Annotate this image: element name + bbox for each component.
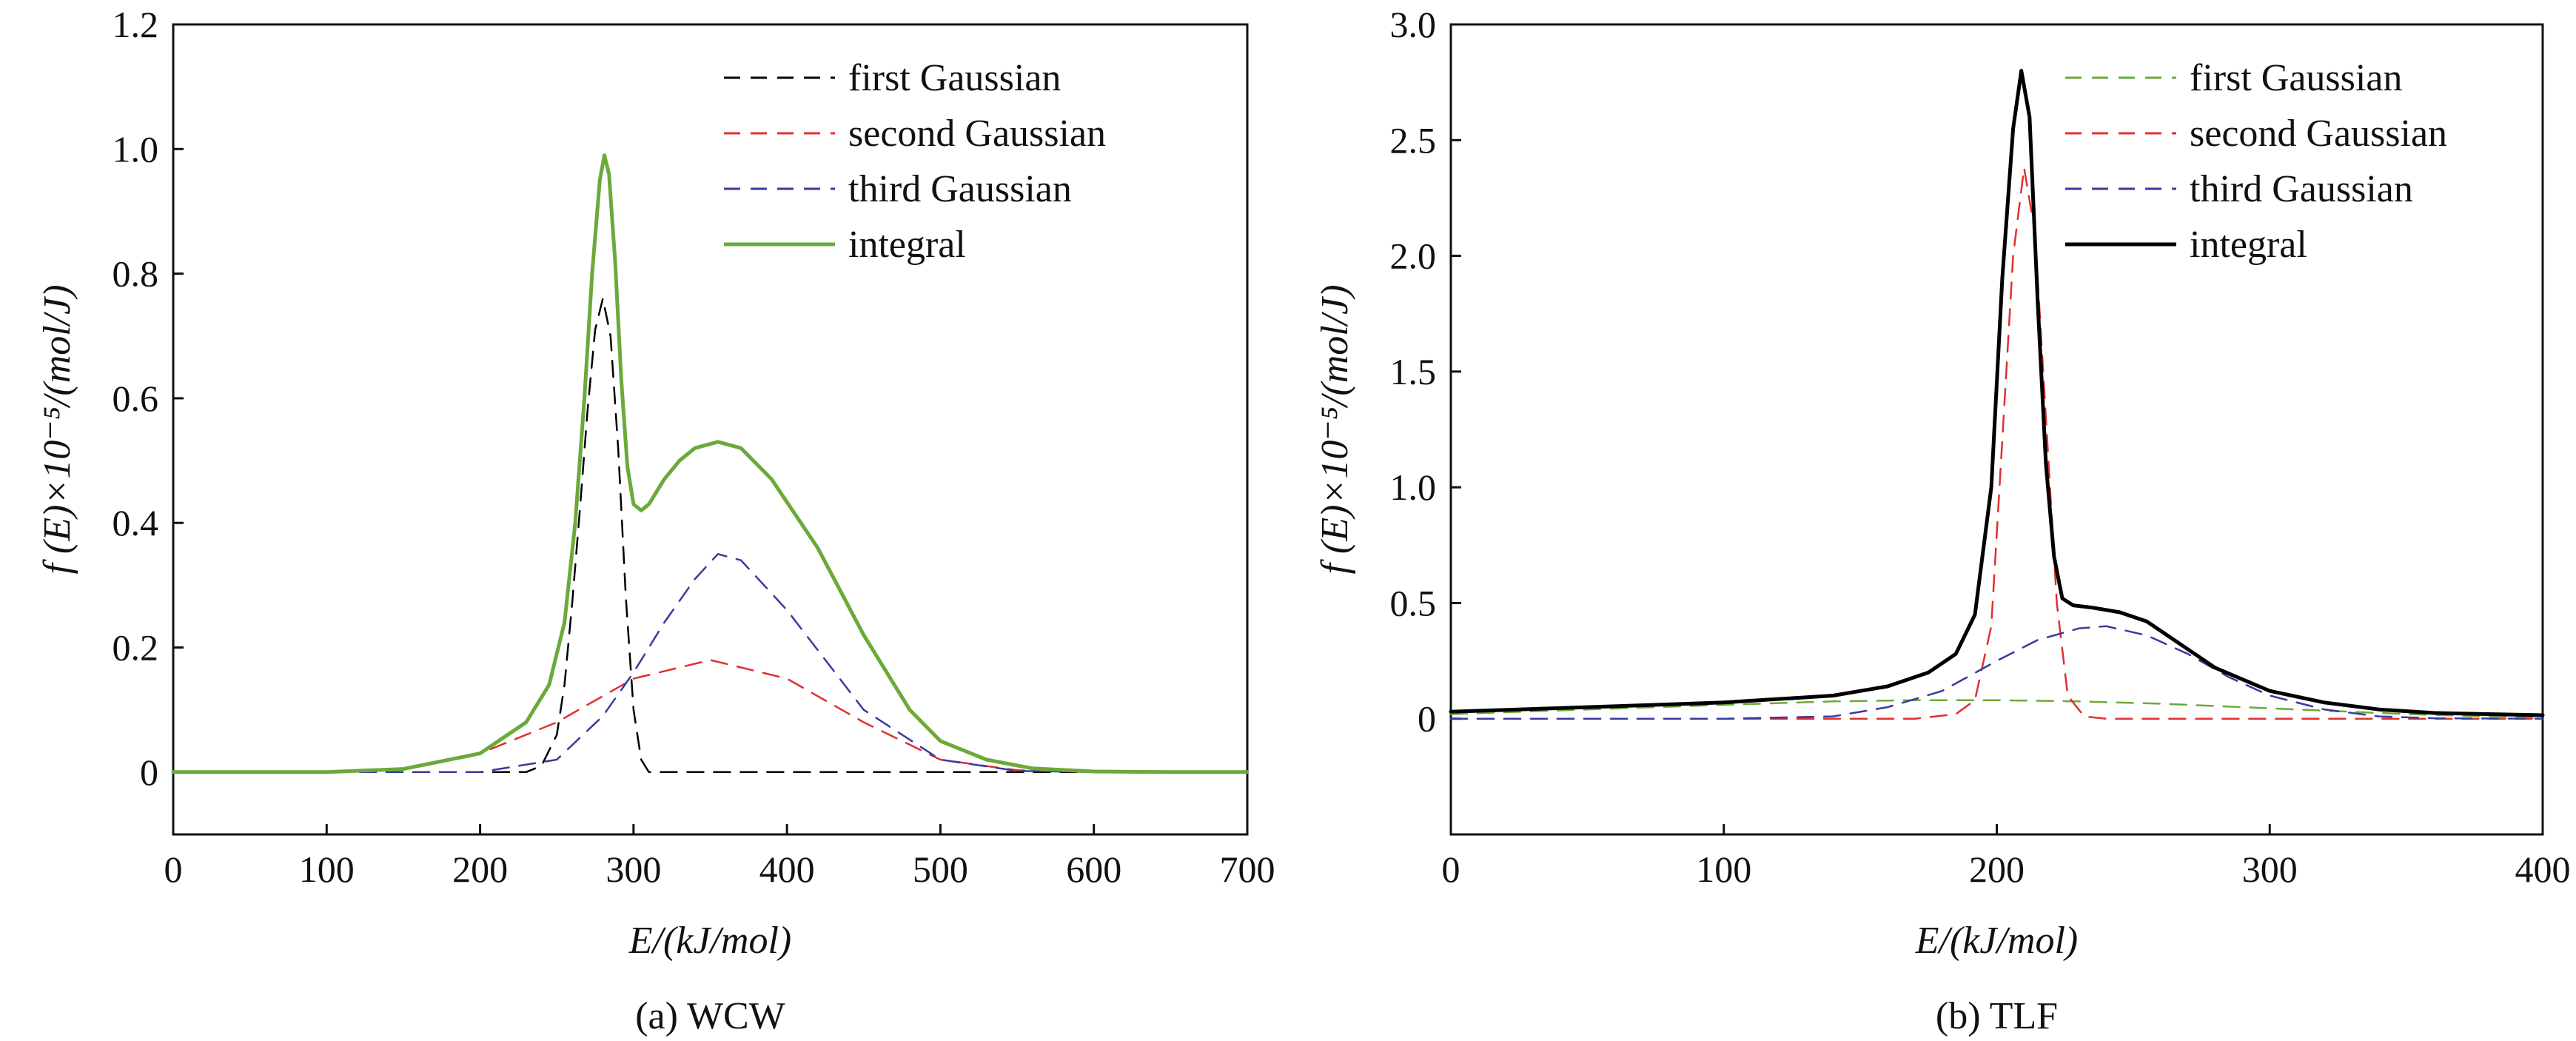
y-tick-label: 0.8 — [113, 253, 159, 295]
y-tick-label: 0.6 — [113, 378, 159, 419]
x-tick-label: 100 — [299, 848, 355, 890]
x-axis-label: E/(kJ/mol) — [1915, 920, 2078, 962]
x-tick-label: 200 — [1969, 848, 2025, 890]
legend-label: third Gaussian — [2190, 168, 2413, 210]
panel-a: 0 100 200 300 400 500 600 700 0 0.2 0.4 0.6 0.8 1.0 1.… — [36, 4, 1275, 1037]
y-tick-label: 1.0 — [113, 128, 159, 170]
legend-label: first Gaussian — [2190, 57, 2402, 99]
y-tick-label: 0.5 — [1390, 582, 1437, 623]
series-line-2 — [1449, 167, 2544, 720]
y-tick-label: 2.5 — [1390, 119, 1437, 161]
y-tick-label: 2.0 — [1390, 235, 1437, 277]
x-tick-label: 0 — [164, 848, 183, 890]
series-line-1 — [1449, 699, 2544, 719]
series-line-1 — [172, 298, 1249, 774]
x-tick-label: 100 — [1696, 848, 1751, 890]
y-tick-label: 1.0 — [1390, 466, 1437, 508]
legend-label: integral — [2190, 224, 2307, 266]
x-tick-label: 400 — [2515, 848, 2571, 890]
y-tick-label: 3.0 — [1390, 4, 1437, 45]
panel-b: 0 100 200 300 400 0 0.5 1.0 1.5 2.0 2.5 3.0 E/(kJ/mo… — [1314, 4, 2571, 1037]
y-tick-label: 0 — [1418, 698, 1436, 740]
x-tick-label: 0 — [1442, 848, 1460, 890]
y-axis-label: f (E)×10⁻⁵/(mol/J) — [1314, 284, 1356, 574]
y-axis-label: f (E)×10⁻⁵/(mol/J) — [36, 284, 78, 574]
y-tick-label: 0.2 — [113, 627, 159, 669]
y-tick-label: 1.2 — [113, 4, 159, 45]
x-tick-label: 600 — [1066, 848, 1121, 890]
y-tick-label: 0.4 — [113, 502, 159, 543]
legend-label: second Gaussian — [2190, 113, 2447, 155]
series-line-3 — [1449, 625, 2544, 720]
x-tick-label: 500 — [913, 848, 968, 890]
x-tick-label: 200 — [452, 848, 508, 890]
series-line-4 — [1449, 69, 2545, 717]
x-tick-label: 300 — [606, 848, 661, 890]
x-axis-label: E/(kJ/mol) — [628, 920, 791, 962]
panel-caption: (b) TLF — [1936, 995, 2058, 1037]
x-tick-label: 400 — [759, 848, 815, 890]
panel-caption: (a) WCW — [635, 995, 785, 1037]
legend-label: second Gaussian — [848, 113, 1106, 155]
plot-frame — [172, 23, 1249, 836]
legend-label: first Gaussian — [848, 57, 1061, 99]
series-line-3 — [172, 553, 1249, 774]
x-tick-label: 300 — [2242, 848, 2298, 890]
legend-label: third Gaussian — [848, 168, 1072, 210]
series-line-4 — [171, 153, 1250, 774]
series-line-2 — [172, 659, 1249, 774]
y-tick-label: 0 — [140, 752, 158, 793]
x-tick-label: 700 — [1220, 848, 1275, 890]
legend-label: integral — [848, 224, 966, 266]
y-tick-label: 1.5 — [1390, 351, 1437, 392]
